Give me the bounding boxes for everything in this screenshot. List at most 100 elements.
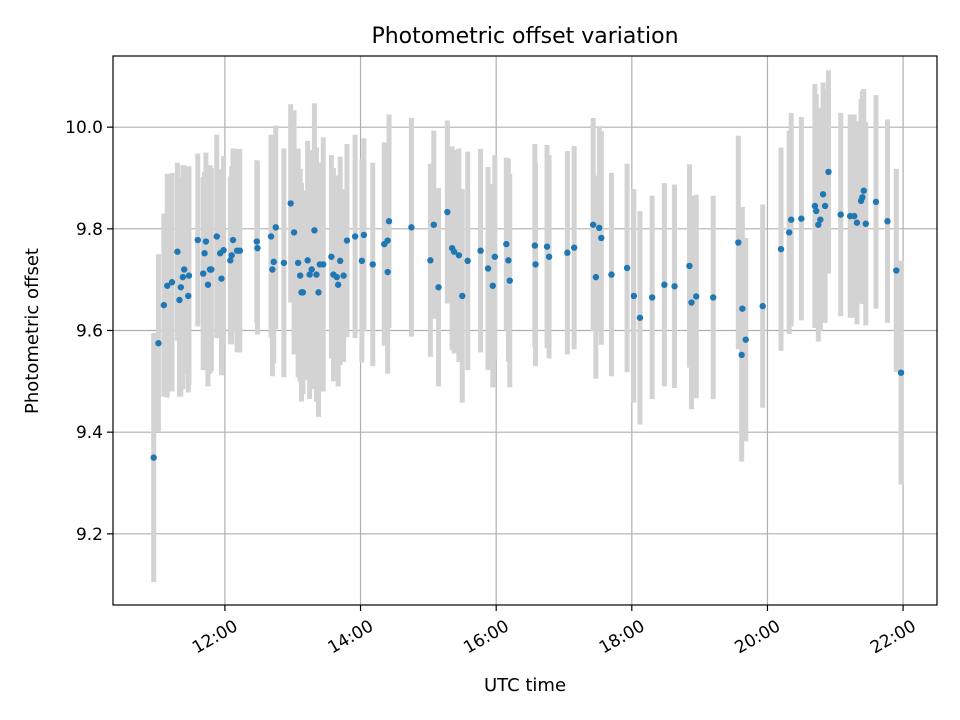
data-point bbox=[819, 191, 827, 198]
data-point bbox=[596, 224, 603, 232]
data-point bbox=[636, 314, 644, 321]
data-point bbox=[311, 227, 318, 234]
data-point bbox=[313, 271, 320, 278]
data-point bbox=[570, 244, 578, 251]
data-point bbox=[821, 202, 829, 210]
data-point bbox=[280, 259, 288, 267]
data-point bbox=[218, 275, 225, 282]
data-point bbox=[267, 233, 275, 240]
data-point bbox=[430, 221, 437, 228]
data-point bbox=[176, 296, 183, 304]
data-point bbox=[328, 253, 335, 260]
data-point bbox=[185, 272, 193, 279]
data-point bbox=[505, 257, 512, 264]
data-point bbox=[304, 257, 311, 264]
data-point bbox=[661, 281, 668, 288]
data-point bbox=[735, 239, 742, 246]
data-point bbox=[787, 216, 795, 223]
data-point bbox=[592, 273, 600, 281]
chart-title: Photometric offset variation bbox=[371, 24, 678, 49]
data-point bbox=[199, 270, 207, 277]
data-point bbox=[408, 224, 415, 231]
data-point bbox=[306, 271, 313, 278]
error-bars bbox=[151, 70, 904, 583]
data-point bbox=[777, 245, 785, 253]
data-point bbox=[464, 257, 471, 265]
data-point bbox=[798, 215, 805, 222]
data-point bbox=[897, 369, 905, 376]
data-point bbox=[333, 273, 341, 281]
data-point bbox=[837, 211, 844, 218]
data-point bbox=[738, 351, 745, 359]
x-axis-label: UTC time bbox=[484, 675, 566, 696]
data-point bbox=[686, 262, 693, 270]
data-point bbox=[589, 221, 597, 228]
y-tick-label: 9.6 bbox=[76, 322, 103, 342]
data-point bbox=[202, 238, 210, 245]
data-point bbox=[825, 168, 832, 176]
data-point bbox=[506, 277, 513, 284]
data-point bbox=[385, 218, 393, 225]
data-point bbox=[884, 218, 891, 225]
data-point bbox=[185, 292, 192, 300]
data-point bbox=[455, 252, 463, 259]
data-point bbox=[269, 266, 276, 273]
data-point bbox=[308, 266, 315, 273]
data-point bbox=[194, 236, 201, 244]
data-point bbox=[336, 257, 344, 265]
data-point bbox=[164, 282, 171, 289]
data-points bbox=[150, 168, 905, 461]
data-point bbox=[489, 282, 496, 289]
data-point bbox=[369, 261, 376, 268]
data-point bbox=[343, 237, 351, 244]
data-point bbox=[477, 247, 484, 254]
y-tick-label: 9.8 bbox=[76, 220, 103, 240]
data-point bbox=[228, 252, 235, 259]
x-tick-label: 22:00 bbox=[867, 616, 919, 658]
data-point bbox=[227, 257, 234, 264]
data-point bbox=[688, 299, 695, 306]
data-point bbox=[160, 301, 168, 309]
data-point bbox=[384, 268, 391, 276]
data-point bbox=[334, 281, 342, 288]
data-point bbox=[315, 289, 322, 296]
data-point bbox=[427, 257, 434, 264]
data-point bbox=[229, 236, 237, 244]
x-axis-ticks: 12:00 14:00 16:00 18:00 20:00 22:00 bbox=[189, 605, 920, 658]
data-point bbox=[815, 221, 822, 228]
data-point bbox=[817, 216, 824, 223]
data-point bbox=[531, 242, 539, 249]
data-point bbox=[608, 271, 615, 278]
data-point bbox=[813, 207, 820, 215]
data-point bbox=[272, 224, 279, 231]
data-point bbox=[299, 289, 307, 296]
data-point bbox=[862, 220, 869, 227]
data-point bbox=[179, 273, 187, 281]
data-point bbox=[155, 340, 162, 347]
data-point bbox=[253, 238, 260, 245]
data-point bbox=[254, 244, 261, 252]
data-point bbox=[340, 272, 347, 279]
data-point bbox=[630, 292, 638, 300]
data-point bbox=[598, 234, 605, 242]
data-point bbox=[709, 294, 717, 301]
data-point bbox=[851, 212, 858, 220]
x-tick-label: 14:00 bbox=[325, 616, 377, 658]
y-axis-label: Photometric offset bbox=[22, 248, 43, 414]
data-point bbox=[294, 259, 302, 267]
data-point bbox=[204, 281, 212, 288]
data-point bbox=[435, 284, 442, 291]
data-point bbox=[543, 243, 551, 250]
data-point bbox=[811, 202, 819, 210]
data-point bbox=[220, 246, 227, 254]
data-point bbox=[384, 237, 391, 244]
data-point bbox=[168, 279, 176, 286]
data-point bbox=[671, 283, 678, 290]
data-point bbox=[236, 247, 244, 254]
data-point bbox=[351, 233, 359, 240]
data-point bbox=[484, 265, 492, 272]
data-point bbox=[320, 261, 327, 268]
data-point bbox=[181, 266, 188, 273]
y-axis-ticks: 9.2 9.4 9.6 9.8 10.0 bbox=[65, 118, 113, 545]
